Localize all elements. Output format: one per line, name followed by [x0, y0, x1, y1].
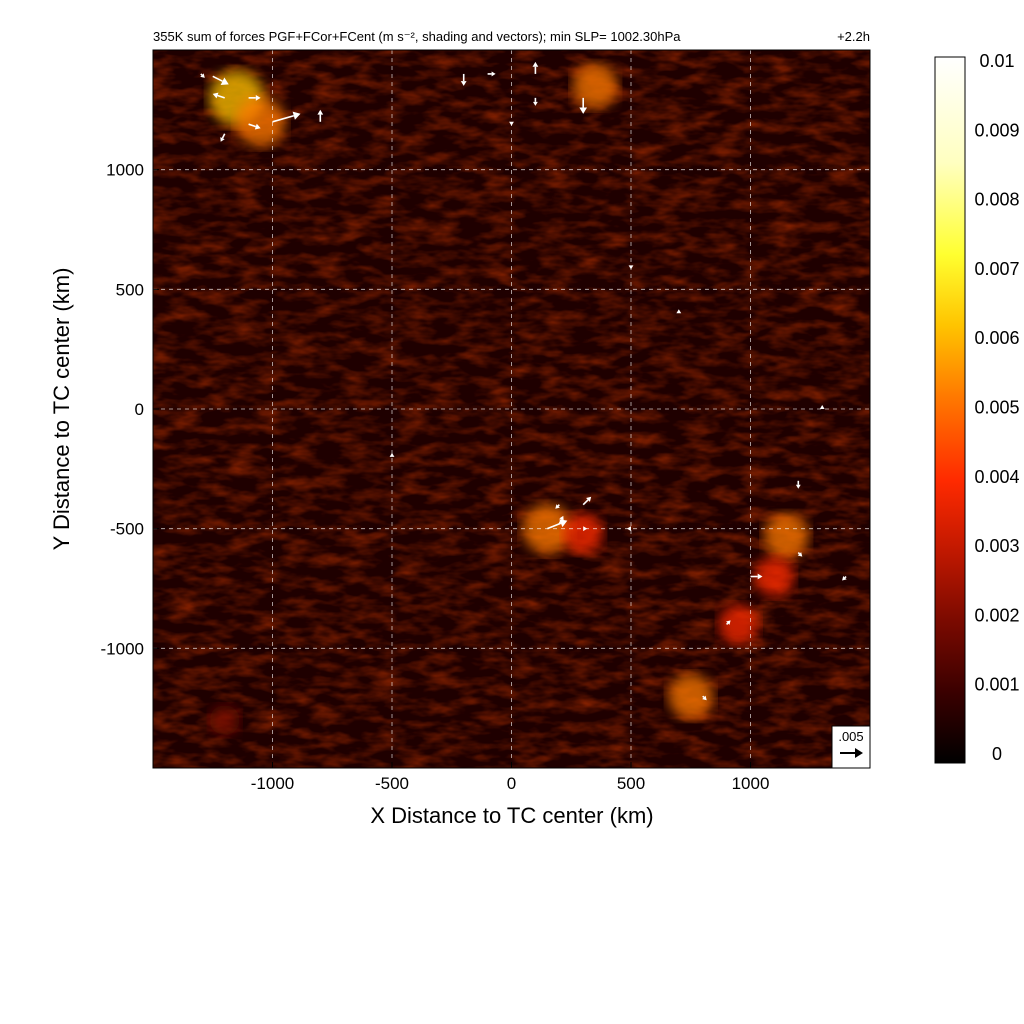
colorbar-label-3: 0.007	[974, 259, 1019, 279]
force-vector-4	[272, 111, 301, 123]
force-vector-2	[212, 92, 225, 99]
x-tick-label-3: 500	[617, 774, 645, 793]
force-vector-8	[460, 73, 467, 86]
force-vector-9	[487, 71, 496, 77]
x-axis: -1000 -500 0 500 1000	[251, 762, 770, 793]
hotspot-6	[754, 556, 795, 597]
force-vector-13	[509, 121, 514, 126]
force-vector-11	[579, 97, 588, 114]
time-label: +2.2h	[837, 29, 870, 44]
colorbar-gradient	[934, 56, 966, 764]
force-vector-18	[583, 526, 588, 532]
plot-area	[153, 50, 870, 768]
colorbar-label-6: 0.004	[974, 467, 1019, 487]
force-vector-24	[702, 695, 707, 701]
force-vector-15	[555, 504, 560, 509]
force-vector-16	[582, 496, 592, 506]
hotspot-1	[235, 96, 286, 147]
force-vector-6	[317, 109, 324, 122]
hotspot-5	[763, 513, 809, 559]
y-axis: 1000 500 0 -500 -1000	[101, 161, 159, 658]
y-tick-label-1: 500	[116, 280, 144, 299]
colorbar-label-5: 0.005	[974, 398, 1019, 418]
force-vector-10	[532, 61, 539, 74]
force-vector-17	[558, 515, 564, 525]
colorbar: 0.01 0.009 0.008 0.007 0.006 0.005 0.004 0.003 0…	[934, 51, 1020, 764]
colorbar-labels: 0.01 0.009 0.008 0.007 0.006 0.005 0.004 0.003 0…	[974, 51, 1019, 764]
x-tick-label-2: 0	[507, 774, 516, 793]
force-vector-20	[750, 573, 763, 580]
colorbar-label-8: 0.002	[974, 605, 1019, 625]
colorbar-label-9: 0.001	[974, 675, 1019, 695]
hotspot-2	[572, 63, 618, 109]
y-axis-label: Y Distance to TC center (km)	[49, 268, 74, 551]
x-axis-label: X Distance to TC center (km)	[370, 803, 653, 828]
force-vector-21	[795, 480, 801, 489]
force-vector-5	[248, 123, 261, 130]
vector-layer	[200, 61, 847, 701]
hotspot-8	[668, 673, 714, 719]
colorbar-label-7: 0.003	[974, 536, 1019, 556]
reference-vector-box	[831, 725, 871, 769]
x-tick-label-4: 1000	[732, 774, 770, 793]
force-vector-7	[220, 133, 226, 142]
hotspot-4	[563, 513, 604, 554]
colorbar-label-4: 0.006	[974, 328, 1019, 348]
reference-vector-arrow-head	[855, 748, 863, 758]
hotspot-7	[718, 604, 759, 645]
force-vector-3	[248, 94, 261, 101]
colorbar-label-1: 0.009	[974, 120, 1019, 140]
reference-vector-label: .005	[838, 729, 863, 744]
force-vector-0	[200, 73, 205, 78]
force-vector-27	[628, 265, 634, 270]
force-vector-29	[842, 575, 847, 581]
hotspot-9	[209, 705, 240, 736]
force-vector-22	[819, 405, 825, 409]
x-tick-label-0: -1000	[251, 774, 294, 793]
force-vector-12	[533, 97, 538, 106]
chart-title: 355K sum of forces PGF+FCor+FCent (m s⁻²…	[153, 29, 681, 44]
force-vector-26	[676, 309, 682, 314]
force-vector-1	[212, 75, 229, 85]
x-tick-label-1: -500	[375, 774, 409, 793]
colorbar-label-10: 0	[992, 744, 1002, 764]
colorbar-label-2: 0.008	[974, 190, 1019, 210]
reference-vector-key: .005	[831, 725, 871, 769]
force-vector-23	[726, 620, 731, 625]
y-tick-label-0: 1000	[106, 161, 144, 180]
y-tick-label-3: -500	[110, 520, 144, 539]
y-tick-label-2: 0	[135, 400, 144, 419]
force-vector-25	[389, 452, 395, 457]
force-vector-19	[627, 526, 631, 532]
field-texture	[153, 50, 870, 768]
colorbar-label-0: 0.01	[979, 51, 1014, 71]
force-vector-28	[797, 552, 803, 557]
y-tick-label-4: -1000	[101, 639, 144, 658]
